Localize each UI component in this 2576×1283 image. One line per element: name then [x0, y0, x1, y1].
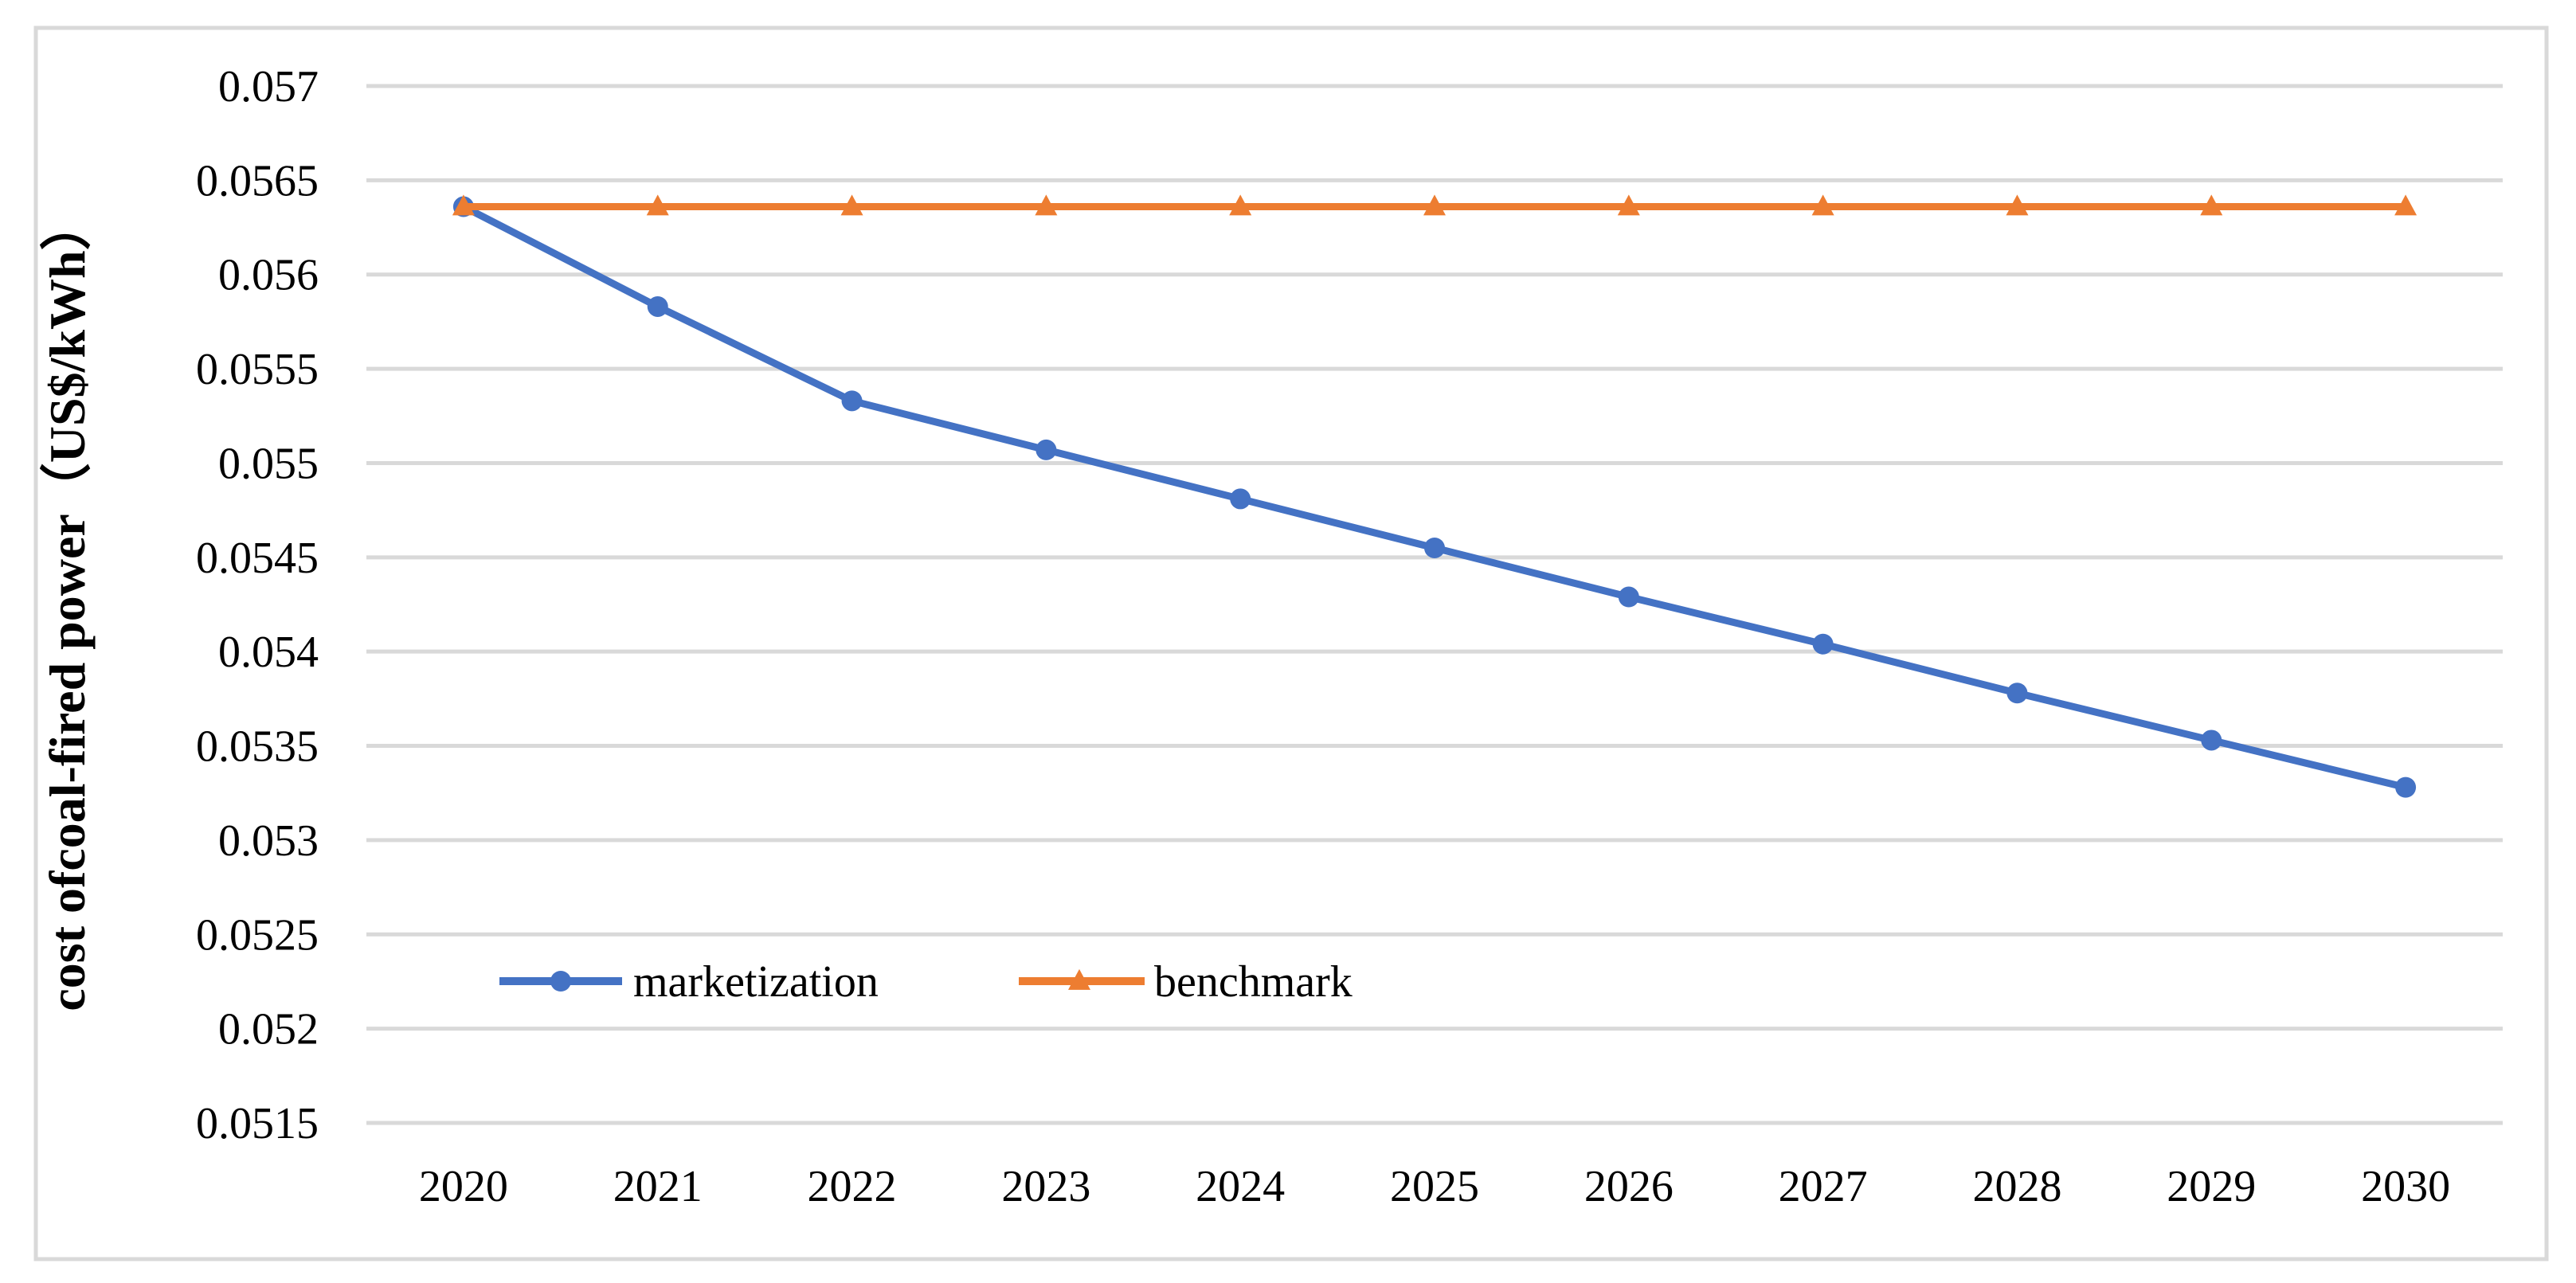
x-tick-label: 2021 [613, 1162, 703, 1211]
y-tick-label: 0.0545 [196, 534, 319, 583]
x-tick-label: 2025 [1390, 1162, 1479, 1211]
marketization-point-2021 [647, 295, 668, 317]
benchmark-point-2021 [646, 194, 669, 216]
legend-label-marketization: marketization [633, 957, 879, 1007]
marketization-point-2030 [2395, 776, 2417, 798]
marketization-point-2027 [1812, 633, 1834, 655]
legend-label-benchmark: benchmark [1154, 957, 1353, 1007]
y-tick-label: 0.053 [218, 816, 319, 866]
marketization-point-2025 [1424, 537, 1445, 558]
benchmark-point-2029 [2200, 194, 2223, 216]
x-tick-label: 2023 [1001, 1162, 1090, 1211]
benchmark-point-2020 [452, 194, 475, 216]
y-tick-label: 0.055 [218, 439, 319, 488]
marketization-point-2026 [1618, 586, 1639, 608]
x-tick-label: 2026 [1584, 1162, 1674, 1211]
x-tick-label: 2030 [2361, 1162, 2450, 1211]
marketization-point-2029 [2201, 730, 2222, 751]
x-tick-label: 2020 [419, 1162, 508, 1211]
y-tick-label: 0.0535 [196, 722, 319, 772]
y-tick-label: 0.0525 [196, 910, 319, 960]
y-tick-label: 0.056 [218, 251, 319, 300]
y-tick-label: 0.0515 [196, 1099, 319, 1148]
x-tick-label: 2028 [1972, 1162, 2061, 1211]
y-tick-label: 0.0565 [196, 156, 319, 205]
y-tick-label: 0.052 [218, 1005, 319, 1054]
marketization-point-2028 [2006, 683, 2028, 704]
legend-benchmark-marker [1068, 968, 1090, 990]
x-tick-label: 2027 [1779, 1162, 1868, 1211]
y-tick-label: 0.057 [218, 62, 319, 111]
benchmark-point-2022 [840, 194, 863, 216]
benchmark-point-2027 [1811, 194, 1834, 216]
x-tick-label: 2029 [2167, 1162, 2256, 1211]
marketization-point-2022 [841, 390, 863, 412]
benchmark-point-2023 [1035, 194, 1058, 216]
marketization-point-2023 [1035, 439, 1057, 460]
y-axis-title: cost ofcoal-fired power（US$/kWh） [39, 199, 96, 1011]
x-tick-label: 2022 [808, 1162, 897, 1211]
benchmark-point-2030 [2394, 194, 2417, 216]
y-tick-label: 0.0555 [196, 345, 319, 394]
benchmark-point-2025 [1423, 194, 1446, 216]
figure-border [33, 25, 2549, 1261]
legend-marketization-marker [550, 971, 571, 992]
y-tick-label: 0.054 [218, 628, 319, 677]
benchmark-point-2024 [1229, 194, 1252, 216]
x-tick-label: 2024 [1196, 1162, 1285, 1211]
marketization-point-2024 [1230, 488, 1251, 510]
benchmark-point-2028 [2006, 194, 2029, 216]
benchmark-point-2026 [1617, 194, 1640, 216]
